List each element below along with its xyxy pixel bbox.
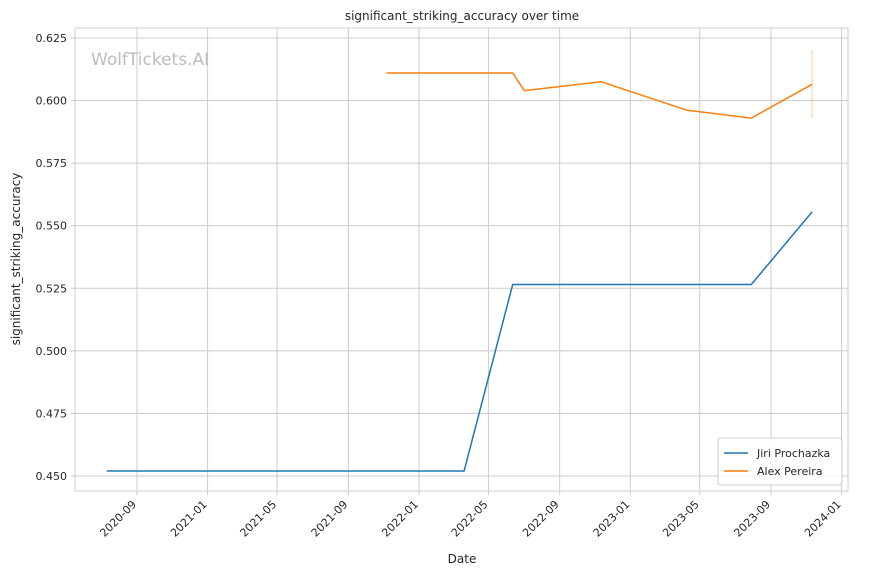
y-tick-label: 0.625 xyxy=(36,32,68,45)
legend-label-alex-pereira: Alex Pereira xyxy=(757,465,823,478)
legend: Jiri Prochazka Alex Pereira xyxy=(717,437,843,486)
y-tick-label: 0.575 xyxy=(36,157,68,170)
legend-box xyxy=(717,437,843,486)
series-line-jiri-prochazka xyxy=(106,211,813,472)
y-axis-title: significant_striking_accuracy xyxy=(9,173,23,346)
chart-title: significant_striking_accuracy over time xyxy=(345,9,579,23)
watermark-text: WolfTickets.AI xyxy=(91,50,209,70)
y-tick-label: 0.600 xyxy=(36,95,68,108)
y-tick-label: 0.525 xyxy=(36,282,68,295)
y-tick-label: 0.550 xyxy=(36,220,68,233)
legend-label-jiri-prochazka: Jiri Prochazka xyxy=(756,447,830,460)
grid-lines xyxy=(75,28,848,491)
series-lines xyxy=(106,50,813,472)
plot-frame xyxy=(74,27,849,492)
y-axis-ticks: 0.450 0.475 0.500 0.525 0.550 0.575 0.600 0.625 xyxy=(36,32,75,483)
y-tick-label: 0.500 xyxy=(36,345,68,358)
y-tick-label: 0.475 xyxy=(36,407,68,420)
x-axis-title: Date xyxy=(448,552,477,566)
series-line-alex-pereira xyxy=(386,72,813,119)
y-tick-label: 0.450 xyxy=(36,470,68,483)
